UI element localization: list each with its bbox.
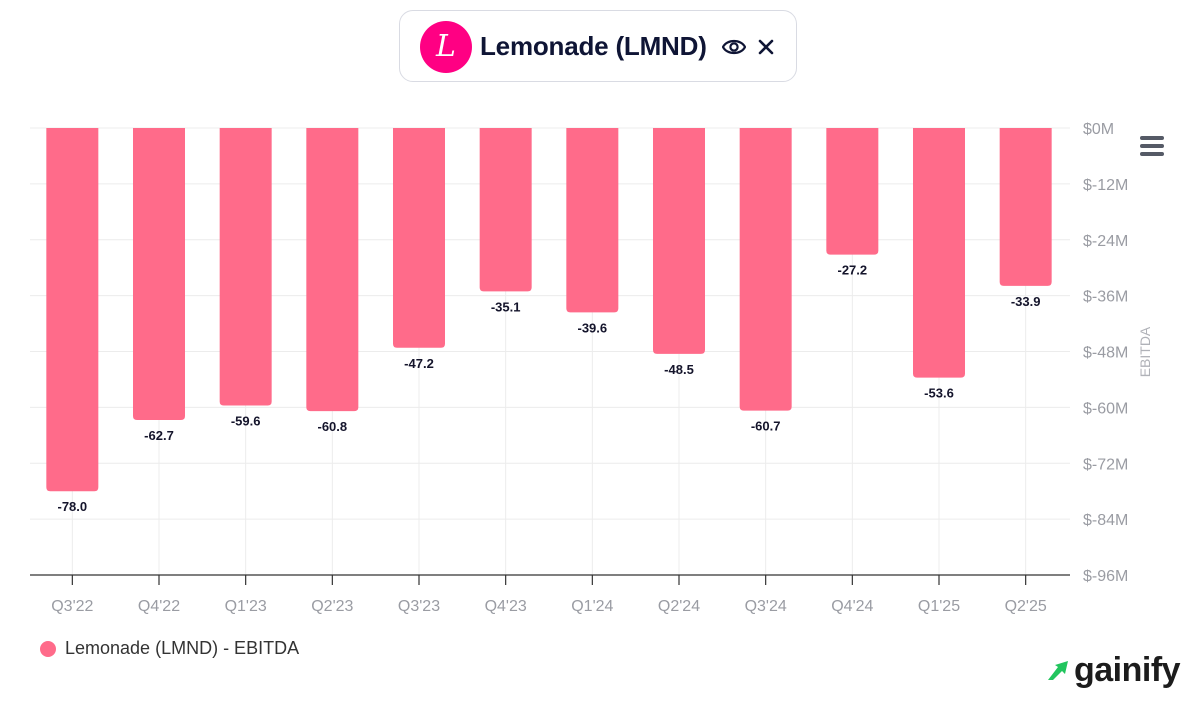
bar-value-label: -39.6: [578, 320, 608, 335]
hamburger-menu-icon[interactable]: [1140, 136, 1164, 158]
bars: [46, 128, 1052, 492]
bar-value-label: -78.0: [58, 499, 88, 514]
y-axis-title: EBITDA: [1137, 326, 1153, 377]
x-tick-label: Q3'22: [51, 598, 93, 615]
eye-icon[interactable]: [722, 37, 746, 57]
bar[interactable]: [653, 128, 705, 354]
bar[interactable]: [133, 128, 185, 420]
y-tick-label: $-84M: [1083, 512, 1128, 529]
x-tick-label: Q2'25: [1005, 598, 1047, 615]
y-tick-label: $-60M: [1083, 400, 1128, 417]
bar-value-label: -53.6: [924, 386, 954, 401]
legend-item[interactable]: Lemonade (LMND) - EBITDA: [40, 638, 299, 659]
bar[interactable]: [999, 128, 1052, 286]
y-tick-label: $0M: [1083, 121, 1114, 138]
bar[interactable]: [306, 128, 359, 412]
x-tick-label: Q1'24: [571, 598, 613, 615]
bar[interactable]: [219, 128, 272, 406]
close-icon[interactable]: [756, 37, 776, 57]
gainify-brand: gainify: [1046, 651, 1181, 689]
bar-value-label: -27.2: [838, 263, 868, 278]
y-tick-label: $-96M: [1083, 568, 1128, 585]
x-tick-label: Q3'24: [745, 598, 787, 615]
x-tick-label: Q4'24: [831, 598, 873, 615]
x-tick-label: Q2'23: [311, 598, 353, 615]
bar[interactable]: [566, 128, 619, 313]
bar-value-label: -60.8: [318, 419, 348, 434]
x-tick-label: Q3'23: [398, 598, 440, 615]
bar[interactable]: [739, 128, 792, 411]
y-tick-label: $-36M: [1083, 289, 1128, 306]
axes: $0M $-12M $-24M $-36M $-48M $-60M $-72M $-84M $-…: [30, 121, 1153, 615]
bar-value-label: -35.1: [491, 299, 521, 314]
company-chip: L Lemonade (LMND): [399, 10, 797, 82]
y-tick-label: $-24M: [1083, 233, 1128, 250]
x-tick-label: Q1'23: [225, 598, 267, 615]
bar[interactable]: [393, 128, 445, 348]
bar[interactable]: [479, 128, 532, 292]
brand-name: gainify: [1074, 651, 1181, 689]
y-tick-label: $-48M: [1083, 345, 1128, 362]
bar-value-label: -62.7: [144, 428, 174, 443]
bar[interactable]: [913, 128, 965, 378]
bar-value-label: -47.2: [404, 356, 434, 371]
bar[interactable]: [46, 128, 99, 492]
bar-value-label: -60.7: [751, 419, 781, 434]
gainify-logo-icon: [1048, 661, 1068, 680]
y-tick-label: $-12M: [1083, 177, 1128, 194]
lemonade-logo: L: [420, 21, 472, 73]
x-tick-label: Q2'24: [658, 598, 700, 615]
bar[interactable]: [826, 128, 879, 255]
legend-label: Lemonade (LMND) - EBITDA: [65, 638, 300, 658]
bar-value-label: -48.5: [664, 362, 694, 377]
x-tick-label: Q1'25: [918, 598, 960, 615]
y-tick-label: $-72M: [1083, 456, 1128, 473]
legend-marker: [40, 640, 56, 657]
bar-value-label: -59.6: [231, 414, 261, 429]
company-title: Lemonade (LMND): [480, 31, 707, 61]
data-labels: -78.0 -62.7 -59.6 -60.8 -47.2 -35.1 -39.6 -48.5…: [58, 263, 1041, 515]
x-tick-label: Q4'23: [485, 598, 527, 615]
x-tick-label: Q4'22: [138, 598, 180, 615]
bar-value-label: -33.9: [1011, 294, 1041, 309]
